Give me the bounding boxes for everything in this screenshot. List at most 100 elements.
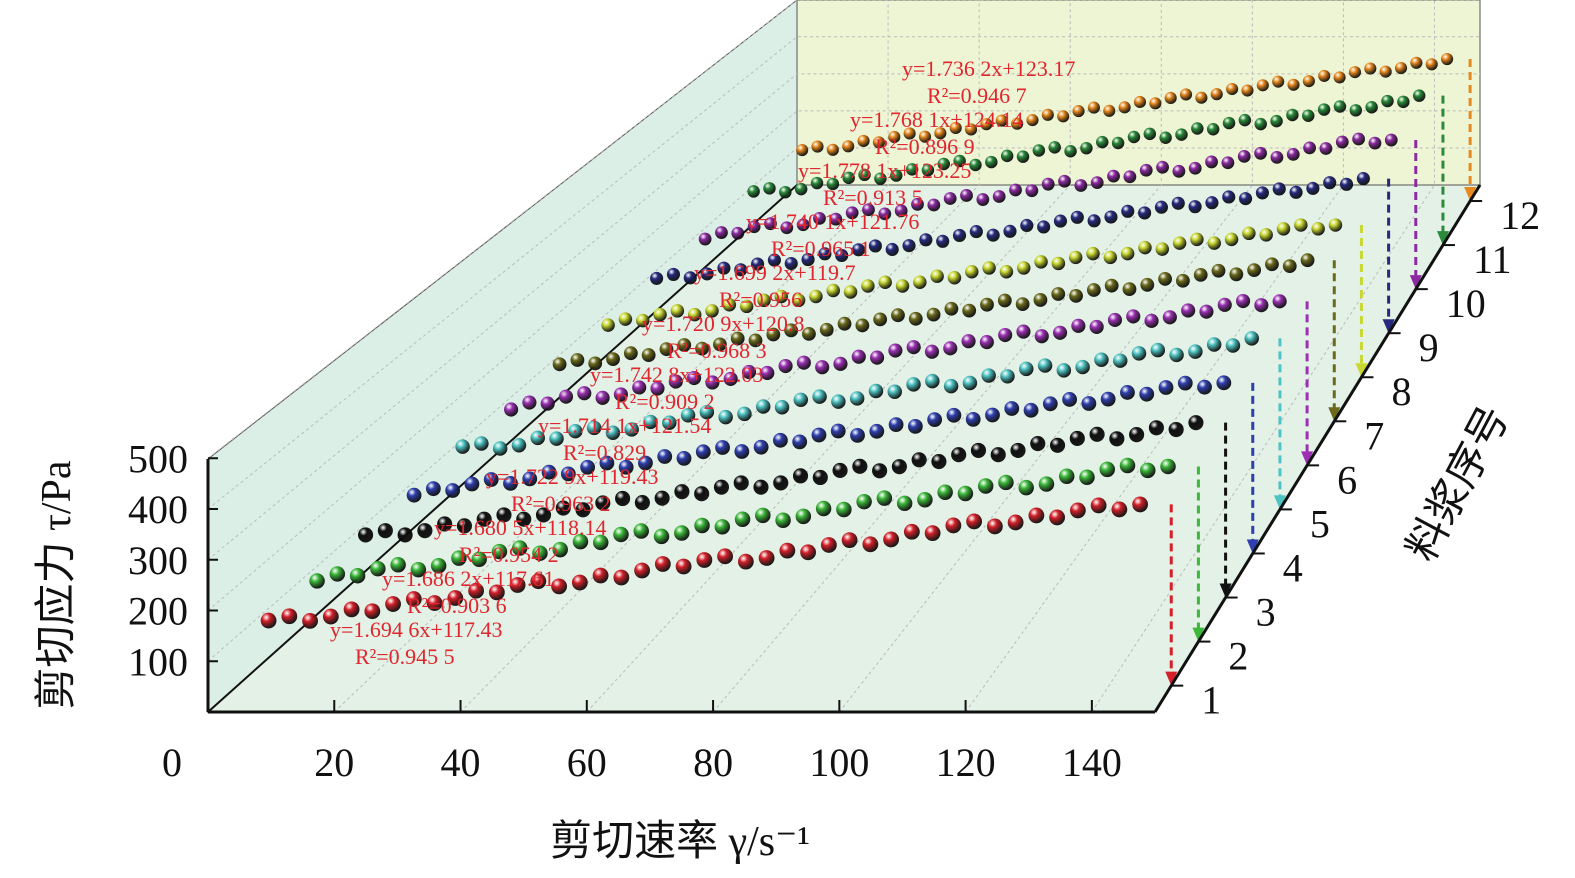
data-point-fill	[851, 349, 866, 364]
data-point-fill	[1188, 200, 1202, 214]
data-point-fill	[1056, 363, 1072, 378]
data-point	[535, 507, 552, 523]
data-point	[1302, 75, 1315, 88]
data-point-fill	[426, 595, 443, 611]
data-point	[638, 455, 653, 471]
data-point-fill	[1221, 156, 1235, 170]
data-point-fill	[1081, 396, 1097, 411]
data-point-fill	[1241, 84, 1254, 97]
data-point-fill	[532, 545, 548, 561]
data-point-fill	[349, 567, 366, 584]
data-point	[491, 543, 508, 560]
data-point	[773, 475, 789, 491]
data-point	[842, 171, 855, 185]
data-point-fill	[1103, 104, 1116, 117]
data-point-fill	[618, 459, 634, 475]
data-point	[809, 289, 823, 304]
data-point-fill	[687, 307, 702, 322]
data-point	[1335, 135, 1349, 149]
z-tick-label: 1	[1201, 678, 1221, 723]
data-point-fill	[960, 189, 973, 202]
tick-labels: 0 20 40 60 80 100 120 1401002003004005001234567…	[128, 193, 1540, 785]
data-point-fill	[1254, 117, 1267, 131]
data-point	[1286, 147, 1300, 161]
data-point-fill	[730, 331, 745, 346]
fit-equation-6: y=1.742 8x+122.03	[590, 362, 763, 387]
data-point	[795, 508, 812, 525]
data-point-fill	[662, 415, 677, 430]
r-squared-9: R²=0.965 1	[771, 236, 871, 261]
data-point-fill	[575, 502, 591, 518]
data-point	[1053, 325, 1068, 340]
z-axis-line	[1153, 184, 1482, 713]
data-point-fill	[1222, 190, 1236, 204]
data-point	[977, 478, 994, 494]
x-tick-label: 120	[936, 740, 996, 785]
data-point-fill	[623, 346, 638, 361]
data-point-fill	[1037, 358, 1053, 373]
data-point	[1222, 116, 1236, 130]
data-point	[1217, 297, 1232, 312]
data-point	[1317, 103, 1331, 116]
data-point-fill	[830, 423, 846, 439]
data-point	[796, 218, 810, 232]
data-point-fill	[1272, 182, 1286, 196]
data-point	[811, 427, 827, 443]
x-tick-label: 80	[693, 740, 733, 785]
data-point	[1118, 101, 1131, 114]
data-point-fill	[1289, 185, 1303, 199]
data-point-fill	[715, 226, 728, 239]
data-point-fill	[1229, 267, 1244, 282]
data-point-fill	[636, 313, 650, 328]
data-point-fill	[1094, 352, 1109, 368]
data-point	[1154, 200, 1169, 214]
data-point-fill	[802, 327, 816, 341]
z-tick-label: 3	[1256, 590, 1276, 635]
z-tick-label: 2	[1228, 634, 1248, 679]
data-point-fill	[792, 434, 808, 450]
data-point-fill	[1323, 176, 1337, 190]
data-point-fill	[695, 341, 709, 356]
data-point-fill	[911, 197, 924, 211]
data-point	[842, 140, 855, 153]
data-point	[856, 493, 872, 510]
r-squared-2: R²=0.903 6	[407, 593, 507, 618]
data-point-fill	[1349, 104, 1363, 117]
data-point	[845, 206, 859, 220]
data-point-fill	[1103, 250, 1118, 265]
data-point	[751, 257, 765, 271]
data-point	[1120, 246, 1135, 261]
data-point	[558, 389, 574, 404]
data-point-fill	[1041, 108, 1054, 121]
data-point-fill	[918, 130, 932, 143]
data-point-fill	[555, 500, 571, 516]
data-point-fill	[715, 440, 730, 455]
data-point-fill	[903, 523, 920, 540]
data-point-fill	[1144, 313, 1159, 328]
data-point-fill	[1058, 174, 1071, 188]
data-point-fill	[835, 248, 849, 263]
data-point-fill	[1272, 75, 1285, 88]
data-point-fill	[947, 271, 962, 285]
data-point-fill	[1112, 353, 1128, 368]
data-point-fill	[343, 601, 360, 618]
arrow-head-icon	[1246, 539, 1259, 554]
data-point-fill	[1000, 369, 1015, 384]
data-point-fill	[841, 532, 858, 549]
data-point-fill	[813, 211, 826, 225]
arrow-head-icon	[1436, 231, 1449, 246]
data-point-fill	[1364, 62, 1377, 75]
data-point	[552, 357, 567, 372]
data-point-fill	[1238, 113, 1252, 127]
data-point	[1104, 210, 1118, 224]
data-point	[1300, 253, 1315, 268]
data-point	[1160, 458, 1176, 475]
data-point	[902, 239, 916, 253]
data-point-fill	[946, 407, 962, 423]
r-squared-3: R²=0.954 2	[459, 542, 559, 567]
data-point	[952, 228, 967, 243]
data-point-fill	[1049, 437, 1066, 453]
x-tick-label: 20	[314, 740, 354, 785]
data-point-fill	[1226, 82, 1239, 96]
data-point-fill	[683, 271, 697, 285]
